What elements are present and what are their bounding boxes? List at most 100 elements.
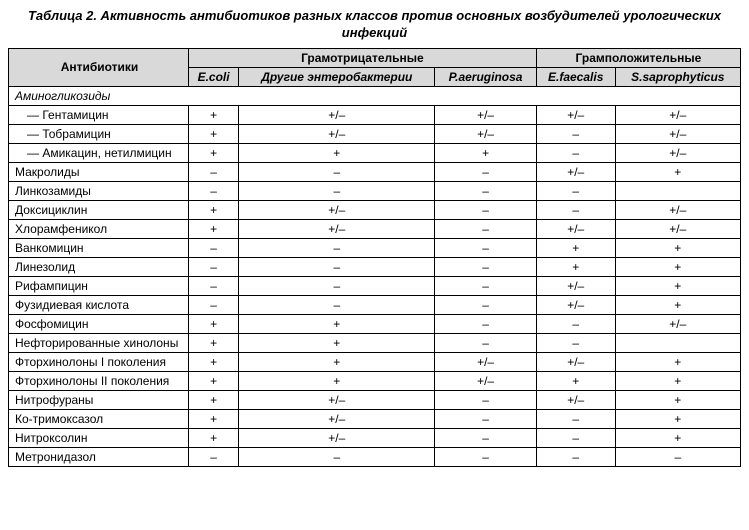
table-row: Рифампицин–––+/–+: [9, 276, 741, 295]
value-cell: –: [536, 181, 615, 200]
value-cell: +: [239, 314, 435, 333]
header-gram-pos: Грамположительные: [536, 48, 740, 67]
value-cell: +/–: [239, 428, 435, 447]
value-cell: –: [239, 447, 435, 466]
value-cell: –: [189, 162, 239, 181]
value-cell: +/–: [536, 219, 615, 238]
value-cell: +/–: [536, 390, 615, 409]
antibiotic-table: Антибиотики Грамотрицательные Грамположи…: [8, 48, 741, 467]
value-cell: –: [536, 143, 615, 162]
value-cell: +/–: [536, 105, 615, 124]
value-cell: +: [189, 200, 239, 219]
header-paeruginosa: P.aeruginosa: [435, 67, 536, 86]
value-cell: +: [615, 257, 740, 276]
value-cell: +/–: [536, 352, 615, 371]
antibiotic-name: — Тобрамицин: [9, 124, 189, 143]
value-cell: –: [435, 276, 536, 295]
value-cell: –: [189, 238, 239, 257]
header-efaecalis: E.faecalis: [536, 67, 615, 86]
section-cell: Аминогликозиды: [9, 86, 741, 105]
antibiotic-name: Рифампицин: [9, 276, 189, 295]
table-row: Хлорамфеникол++/––+/–+/–: [9, 219, 741, 238]
value-cell: –: [435, 200, 536, 219]
value-cell: +: [615, 390, 740, 409]
value-cell: +/–: [435, 105, 536, 124]
value-cell: –: [435, 409, 536, 428]
value-cell: –: [239, 257, 435, 276]
value-cell: [615, 181, 740, 200]
value-cell: +: [615, 409, 740, 428]
value-cell: –: [435, 390, 536, 409]
value-cell: –: [536, 124, 615, 143]
value-cell: +: [615, 371, 740, 390]
antibiotic-name: Ко-тримоксазол: [9, 409, 189, 428]
value-cell: –: [536, 200, 615, 219]
table-row: Фторхинолоны I поколения+++/–+/–+: [9, 352, 741, 371]
value-cell: –: [435, 238, 536, 257]
antibiotic-name: Фосфомицин: [9, 314, 189, 333]
value-cell: +: [615, 276, 740, 295]
value-cell: +/–: [239, 105, 435, 124]
value-cell: +: [615, 295, 740, 314]
table-row: Фосфомицин++––+/–: [9, 314, 741, 333]
value-cell: +/–: [239, 390, 435, 409]
table-row: Линезолид–––++: [9, 257, 741, 276]
value-cell: –: [239, 238, 435, 257]
antibiotic-name: Фторхинолоны I поколения: [9, 352, 189, 371]
value-cell: –: [435, 162, 536, 181]
value-cell: –: [536, 447, 615, 466]
value-cell: +/–: [536, 276, 615, 295]
value-cell: +/–: [615, 105, 740, 124]
value-cell: +/–: [536, 162, 615, 181]
value-cell: +: [239, 352, 435, 371]
value-cell: +/–: [239, 124, 435, 143]
value-cell: +/–: [615, 124, 740, 143]
value-cell: +/–: [615, 143, 740, 162]
value-cell: +: [189, 352, 239, 371]
value-cell: +: [189, 409, 239, 428]
table-row: Линкозамиды––––: [9, 181, 741, 200]
antibiotic-name: Линкозамиды: [9, 181, 189, 200]
value-cell: –: [189, 447, 239, 466]
table-row: Метронидазол–––––: [9, 447, 741, 466]
value-cell: [615, 333, 740, 352]
table-row: Ко-тримоксазол++/–––+: [9, 409, 741, 428]
antibiotic-name: Нитрофураны: [9, 390, 189, 409]
value-cell: –: [536, 314, 615, 333]
value-cell: –: [189, 276, 239, 295]
value-cell: –: [435, 447, 536, 466]
antibiotic-name: Фторхинолоны II поколения: [9, 371, 189, 390]
value-cell: –: [536, 333, 615, 352]
value-cell: +: [239, 143, 435, 162]
value-cell: +: [435, 143, 536, 162]
value-cell: +: [189, 371, 239, 390]
value-cell: –: [239, 295, 435, 314]
header-ecoli: E.coli: [189, 67, 239, 86]
value-cell: +: [615, 352, 740, 371]
table-row: Макролиды–––+/–+: [9, 162, 741, 181]
table-row: Ванкомицин–––++: [9, 238, 741, 257]
value-cell: +: [615, 162, 740, 181]
value-cell: –: [435, 181, 536, 200]
value-cell: +/–: [615, 219, 740, 238]
antibiotic-name: Доксициклин: [9, 200, 189, 219]
value-cell: –: [239, 181, 435, 200]
table-row: Нитроксолин++/–––+: [9, 428, 741, 447]
value-cell: –: [435, 219, 536, 238]
antibiotic-name: Нитроксолин: [9, 428, 189, 447]
value-cell: +: [239, 333, 435, 352]
value-cell: –: [435, 314, 536, 333]
antibiotic-name: Метронидазол: [9, 447, 189, 466]
value-cell: +: [189, 314, 239, 333]
value-cell: +: [189, 390, 239, 409]
value-cell: +/–: [239, 200, 435, 219]
antibiotic-name: Хлорамфеникол: [9, 219, 189, 238]
header-gram-neg: Грамотрицательные: [189, 48, 537, 67]
value-cell: +: [536, 238, 615, 257]
value-cell: +/–: [615, 314, 740, 333]
header-other-entero: Другие энтеробактерии: [239, 67, 435, 86]
value-cell: –: [239, 162, 435, 181]
value-cell: +: [189, 124, 239, 143]
value-cell: +: [239, 371, 435, 390]
value-cell: +/–: [435, 371, 536, 390]
